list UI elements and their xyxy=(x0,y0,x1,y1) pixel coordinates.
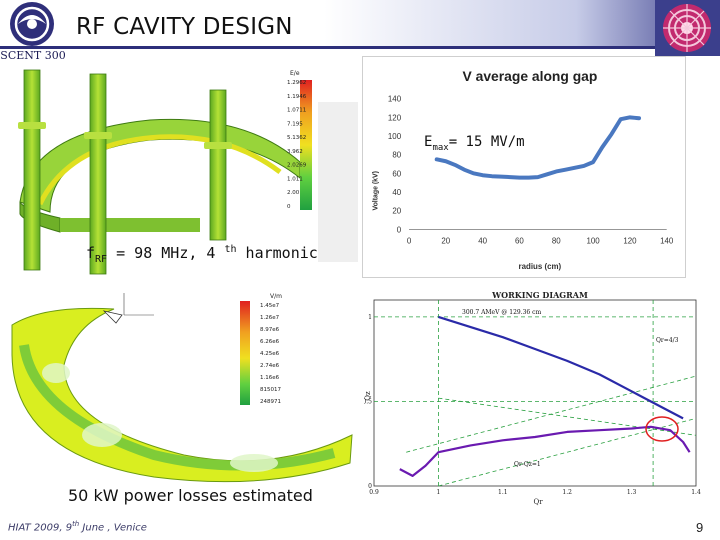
bottom-scale-label: 815017 xyxy=(260,387,281,393)
working-diagram-ylabel: Qz xyxy=(364,391,372,401)
bottom-scale-label: 2.74e6 xyxy=(260,363,280,369)
working-diagram-xlabel: Qr xyxy=(533,498,543,506)
wd-resonance-line xyxy=(438,418,697,487)
scale-title-top: E/e xyxy=(290,70,300,77)
voltage-y-tick: 140 xyxy=(388,95,402,104)
top-scale-label: 1.2962 xyxy=(287,80,306,86)
top-scale-label: 3.962 xyxy=(287,149,303,155)
bottom-scale-label: 248971 xyxy=(260,399,281,405)
working-point-highlight xyxy=(645,416,679,442)
bottom-scale-label: 1.26e7 xyxy=(260,315,280,321)
bottom-scale-label: 6.26e6 xyxy=(260,339,280,345)
cavity-field-plot-bottom: V/m 1.45e7 1.26e7 8.97e6 6.26e6 4.25e6 2.74e6… xyxy=(4,285,360,485)
top-scale-label: 0 xyxy=(287,204,291,210)
voltage-x-tick: 80 xyxy=(552,236,561,245)
page-title: RF CAVITY DESIGN xyxy=(76,14,293,40)
wd-annotation-coupling: Qr-Qz=1 xyxy=(514,461,541,468)
wd-y-tick: 0.5 xyxy=(364,399,372,406)
top-scale-label: 2.00 xyxy=(287,190,300,196)
voltage-x-tick: 60 xyxy=(515,236,524,245)
scent-logo: SCENT 300 xyxy=(0,2,66,62)
wd-resonance-line xyxy=(438,397,697,436)
voltage-x-tick: 100 xyxy=(586,236,600,245)
voltage-chart-xlabel: radius (cm) xyxy=(519,262,562,271)
voltage-y-tick: 100 xyxy=(388,132,402,141)
top-scale-label: 7.195 xyxy=(287,121,303,127)
bottom-scale-label: 8.97e6 xyxy=(260,327,280,333)
top-scale-label: 1.011 xyxy=(287,176,303,182)
logo-text: SCENT 300 xyxy=(0,49,65,62)
wd-x-tick: 1 xyxy=(436,489,440,496)
voltage-x-tick: 20 xyxy=(441,236,450,245)
header-band xyxy=(0,0,720,49)
top-scale-label: 1.1946 xyxy=(287,94,307,100)
scale-title-bottom: V/m xyxy=(270,293,282,300)
voltage-y-tick: 120 xyxy=(388,113,402,122)
wd-x-tick: 1.3 xyxy=(627,489,637,496)
voltage-y-tick: 40 xyxy=(392,188,401,197)
voltage-series-line xyxy=(434,115,642,180)
voltage-chart: V average along gap Voltage (kV) radius … xyxy=(362,56,686,278)
voltage-y-tick: 60 xyxy=(392,169,401,178)
voltage-x-tick: 140 xyxy=(660,236,674,245)
voltage-chart-ylabel: Voltage (kV) xyxy=(372,171,379,211)
wd-y-tick: 1 xyxy=(368,314,372,321)
wd-y-tick: 0 xyxy=(368,483,372,490)
wd-x-tick: 0.9 xyxy=(369,489,379,496)
wd-x-tick: 1.2 xyxy=(562,489,572,496)
footer-text: HIAT 2009, 9th June , Venice xyxy=(8,520,147,534)
power-losses-label: 50 kW power losses estimated xyxy=(68,486,313,505)
working-diagram-title: WORKING DIAGRAM xyxy=(491,290,588,300)
frequency-label: fRF = 98 MHz, 4 th harmonic xyxy=(86,244,318,265)
voltage-x-tick: 0 xyxy=(407,236,412,245)
emax-label: Emax= 15 MV/m xyxy=(424,134,525,153)
wd-series-line-0 xyxy=(438,315,684,420)
page-number: 9 xyxy=(696,520,704,535)
top-scale-label: 5.1362 xyxy=(287,135,306,141)
bottom-scale-label: 4.25e6 xyxy=(260,351,280,357)
wd-x-tick: 1.1 xyxy=(498,489,508,496)
cavity-field-plot-top: E/e 1.2962 1.1946 1.0711 7.195 5.1362 3.962 2.… xyxy=(18,69,358,275)
voltage-chart-title: V average along gap xyxy=(463,68,598,84)
working-diagram-chart: WORKING DIAGRAM Qr Qz 0.9 1 1.1 1.2 1.3 1.4 0 0… xyxy=(364,286,710,508)
wd-series-line-1 xyxy=(399,425,691,477)
voltage-x-tick: 40 xyxy=(478,236,487,245)
wd-annotation-qr43: Qr=4/3 xyxy=(656,337,679,344)
top-scale-label: 1.0711 xyxy=(287,108,306,114)
voltage-y-tick: 0 xyxy=(397,225,402,234)
wd-x-tick: 1.4 xyxy=(691,489,701,496)
voltage-y-tick: 20 xyxy=(392,207,401,216)
voltage-y-tick: 80 xyxy=(392,151,401,160)
top-scale-label: 2.0269 xyxy=(287,163,307,169)
corner-decoration xyxy=(655,0,720,56)
bottom-scale-label: 1.45e7 xyxy=(260,303,280,309)
wd-annotation-energy: 300.7 AMeV @ 129.36 cm xyxy=(462,309,542,316)
bottom-scale-label: 1.16e6 xyxy=(260,375,280,381)
voltage-x-tick: 120 xyxy=(623,236,637,245)
